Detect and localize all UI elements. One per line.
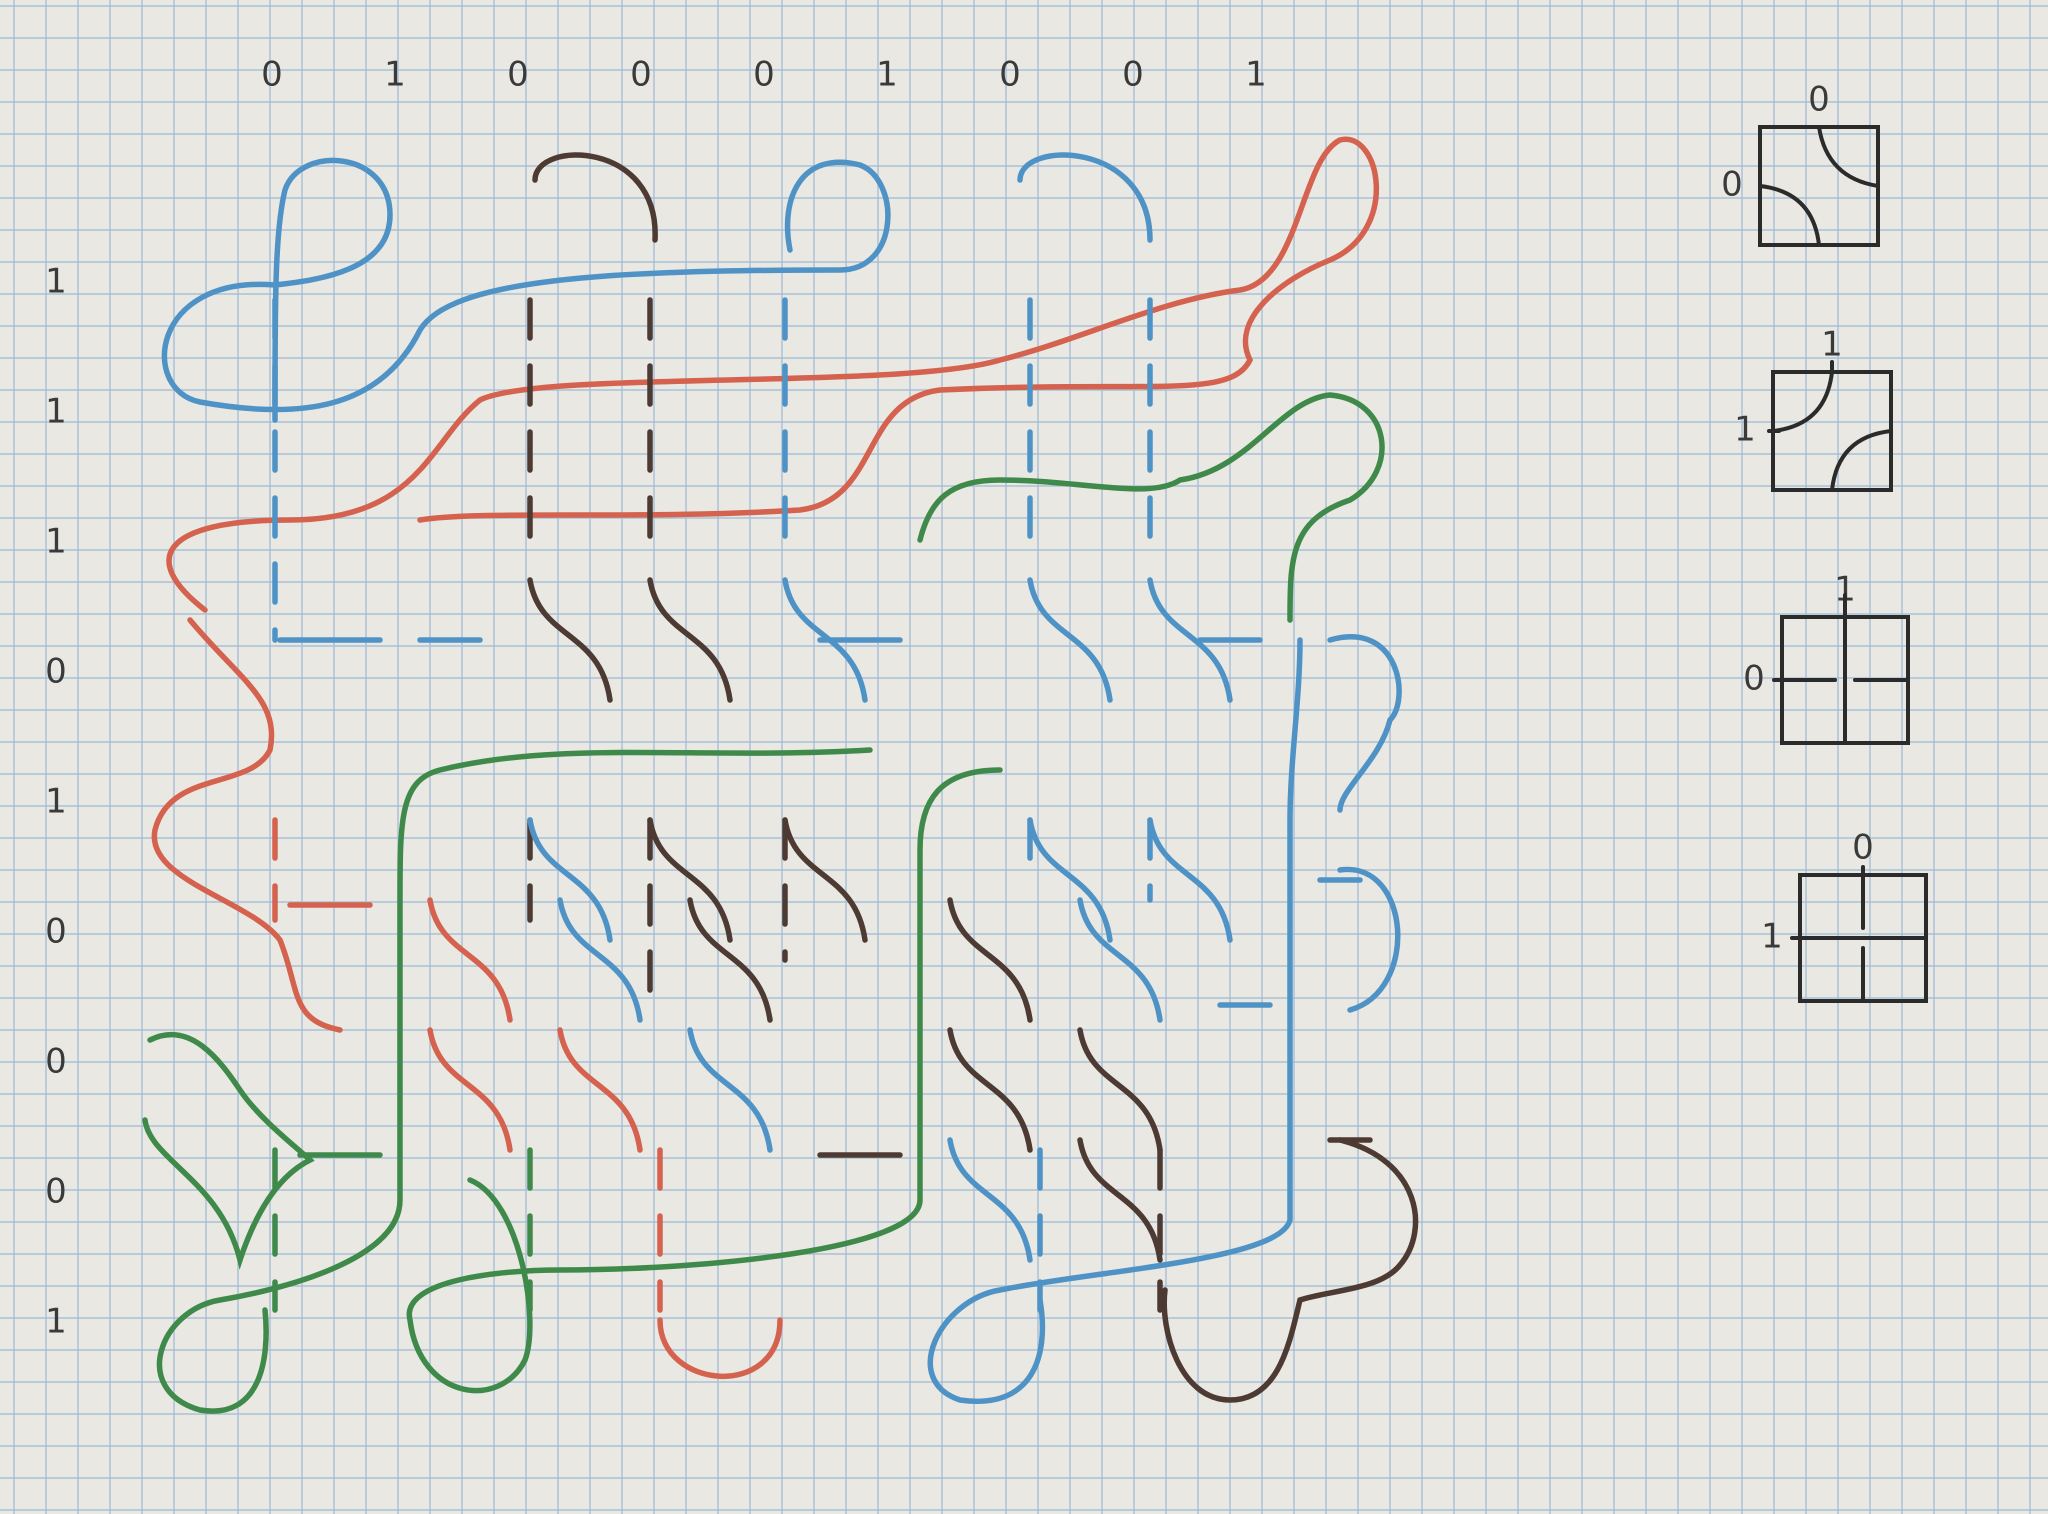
blue-strand <box>272 157 393 423</box>
left-bit-label: 0 <box>45 912 67 952</box>
blue-strand <box>161 159 891 413</box>
brown-strand <box>532 152 658 243</box>
s-curve <box>647 577 733 703</box>
left-bit-label: 1 <box>45 522 67 562</box>
legend-top-bit: 0 <box>1808 80 1830 120</box>
tile-arc <box>1771 370 1834 433</box>
top-bit-label: 0 <box>630 55 652 95</box>
s-curve <box>557 1027 643 1153</box>
top-bit-label: 0 <box>753 55 775 95</box>
legend-tile-3: 10 <box>1743 570 1910 745</box>
left-bit-label: 1 <box>45 1302 67 1342</box>
s-curve <box>527 577 613 703</box>
top-bit-label: 0 <box>507 55 529 95</box>
legend-top-bit: 1 <box>1821 325 1843 365</box>
s-curve <box>687 1027 773 1153</box>
tile-arc <box>1817 125 1880 188</box>
green-strand <box>156 747 873 1414</box>
blue-strand <box>927 637 1303 1404</box>
legend-left-bit: 0 <box>1721 165 1743 205</box>
legend-left-bit: 1 <box>1734 410 1756 450</box>
legend-tile-4: 01 <box>1761 828 1928 1003</box>
legend-left-bit: 0 <box>1743 659 1765 699</box>
top-bit-label: 0 <box>1122 55 1144 95</box>
blue-strand <box>1337 866 1401 1013</box>
s-curve <box>427 1027 513 1153</box>
s-curve <box>687 897 773 1023</box>
s-curve <box>1147 577 1233 703</box>
top-bit-label: 0 <box>261 55 283 95</box>
top-bit-labels: 0 1 0 0 0 1 0 0 1 <box>261 55 1267 95</box>
left-bit-label: 1 <box>45 392 67 432</box>
left-bit-label: 0 <box>45 1042 67 1082</box>
left-bit-label: 0 <box>45 652 67 692</box>
tile-arc <box>1758 184 1821 247</box>
s-curve <box>527 817 613 943</box>
s-curve <box>782 817 868 943</box>
s-curve <box>1077 1137 1163 1263</box>
s-curve <box>1077 897 1163 1023</box>
s-curve <box>947 897 1033 1023</box>
brown-strand <box>1161 1137 1419 1403</box>
top-bit-label: 1 <box>384 55 406 95</box>
knot-curves <box>142 136 1419 1414</box>
legend-left-bit: 1 <box>1761 917 1783 957</box>
s-curve <box>1027 817 1113 943</box>
red-strand <box>166 136 1380 613</box>
tile-arc <box>1830 429 1893 492</box>
s-curve <box>947 1027 1033 1153</box>
left-bit-labels: 1 1 1 0 1 0 0 0 1 <box>45 262 67 1342</box>
s-curve <box>1077 1027 1163 1153</box>
legend-tile-2: 11 <box>1734 325 1893 492</box>
s-curve <box>427 897 513 1023</box>
legend-tile-1: 00 <box>1721 80 1880 247</box>
red-strand <box>151 617 343 1033</box>
blue-strand <box>1327 634 1402 813</box>
top-bit-label: 1 <box>876 55 898 95</box>
legend-top-bit: 1 <box>1834 570 1856 610</box>
red-strand <box>657 1317 783 1380</box>
s-curve <box>1147 817 1233 943</box>
s-curve <box>1027 577 1113 703</box>
s-curve <box>647 817 733 943</box>
left-bit-label: 0 <box>45 1172 67 1212</box>
left-bit-label: 1 <box>45 262 67 302</box>
green-strand <box>917 392 1385 623</box>
legend-top-bit: 0 <box>1852 828 1874 868</box>
s-curve <box>947 1137 1033 1263</box>
blue-strand <box>1017 152 1153 243</box>
green-strand <box>406 767 1003 1394</box>
top-bit-label: 0 <box>999 55 1021 95</box>
left-bit-label: 1 <box>45 782 67 822</box>
s-curve <box>782 577 868 703</box>
green-strand <box>142 1031 315 1270</box>
top-bit-label: 1 <box>1245 55 1267 95</box>
s-curve <box>557 897 643 1023</box>
